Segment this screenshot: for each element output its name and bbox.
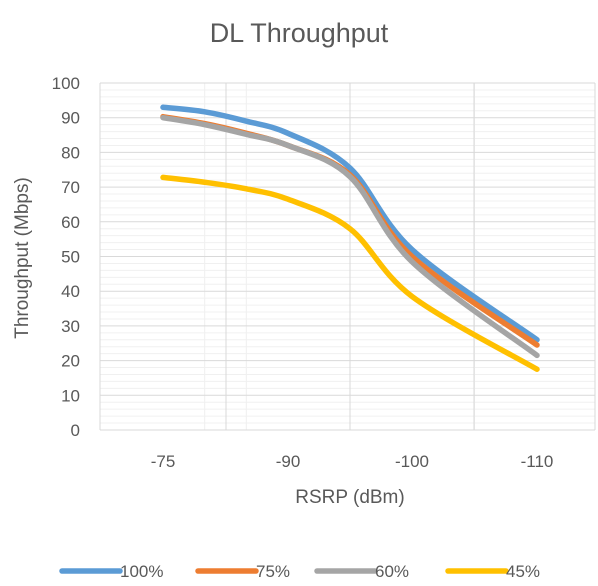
legend-label: 60% xyxy=(375,562,409,581)
y-tick-label: 70 xyxy=(61,178,80,197)
x-tick-label: -90 xyxy=(276,452,301,471)
y-axis-title: Throughput (Mbps) xyxy=(12,177,33,339)
y-tick-label: 20 xyxy=(61,352,80,371)
y-axis-ticks: 0 10 20 30 40 50 60 70 80 90 100 xyxy=(52,74,80,440)
y-tick-label: 60 xyxy=(61,213,80,232)
series-line-45pct xyxy=(160,174,540,373)
y-tick-label: 30 xyxy=(61,317,80,336)
y-tick-label: 40 xyxy=(61,282,80,301)
x-tick-label: -100 xyxy=(395,452,429,471)
y-tick-label: 100 xyxy=(52,74,80,93)
y-tick-label: 50 xyxy=(61,248,80,267)
legend-label: 75% xyxy=(256,562,290,581)
series-line-60pct xyxy=(160,114,540,359)
y-tick-label: 80 xyxy=(61,143,80,162)
series-lines xyxy=(160,104,540,373)
y-tick-label: 0 xyxy=(71,421,80,440)
x-axis-title: RSRP (dBm) xyxy=(295,487,404,508)
x-axis-ticks: -75 -90 -100 -110 xyxy=(151,452,554,471)
y-tick-label: 90 xyxy=(61,109,80,128)
legend: 100% 75% 60% 45% xyxy=(59,562,540,581)
series-line-100pct xyxy=(160,104,540,343)
legend-label: 45% xyxy=(506,562,540,581)
x-tick-label: -110 xyxy=(521,452,554,471)
legend-label: 100% xyxy=(120,562,163,581)
gridlines xyxy=(99,82,596,431)
x-tick-label: -75 xyxy=(151,452,176,471)
y-tick-label: 10 xyxy=(61,386,80,405)
chart-title: DL Throughput xyxy=(210,18,389,48)
